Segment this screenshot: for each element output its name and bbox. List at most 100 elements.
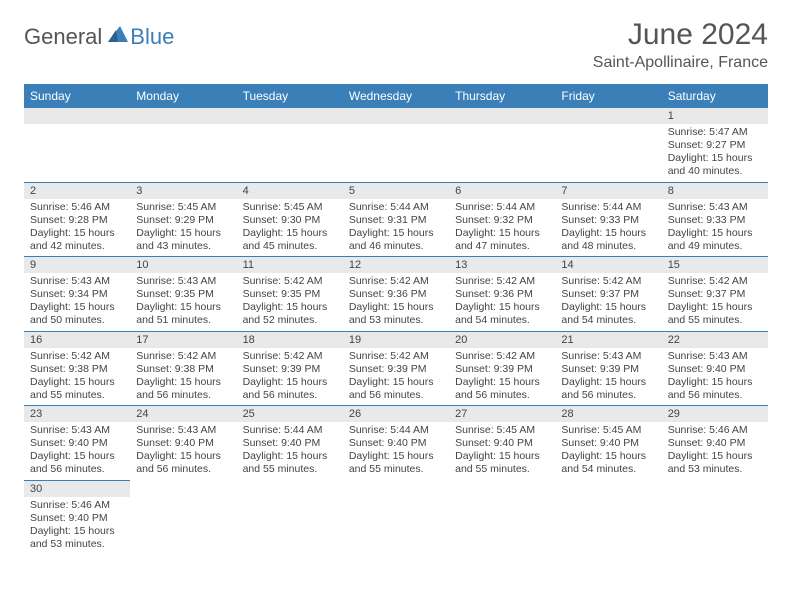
sunrise-text: Sunrise: 5:47 AM: [668, 126, 762, 139]
daylight-text: Daylight: 15 hours and 56 minutes.: [455, 376, 549, 402]
daybody-row: Sunrise: 5:47 AMSunset: 9:27 PMDaylight:…: [24, 124, 768, 182]
sunset-text: Sunset: 9:33 PM: [668, 214, 762, 227]
day-number-cell: 6: [449, 182, 555, 199]
day-body-cell: Sunrise: 5:43 AMSunset: 9:33 PMDaylight:…: [662, 199, 768, 257]
day-number-cell: 30: [24, 480, 130, 497]
sunset-text: Sunset: 9:36 PM: [455, 288, 549, 301]
sunrise-text: Sunrise: 5:42 AM: [30, 350, 124, 363]
day-number-cell: [237, 480, 343, 497]
day-body-cell: [449, 124, 555, 182]
sunset-text: Sunset: 9:39 PM: [243, 363, 337, 376]
day-number-cell: 12: [343, 257, 449, 274]
daylight-text: Daylight: 15 hours and 45 minutes.: [243, 227, 337, 253]
sunset-text: Sunset: 9:36 PM: [349, 288, 443, 301]
day-body-cell: Sunrise: 5:44 AMSunset: 9:40 PMDaylight:…: [343, 422, 449, 480]
daylight-text: Daylight: 15 hours and 54 minutes.: [561, 301, 655, 327]
day-number-cell: 14: [555, 257, 661, 274]
sunrise-text: Sunrise: 5:43 AM: [30, 424, 124, 437]
day-header: Sunday: [24, 84, 130, 108]
day-body-cell: Sunrise: 5:42 AMSunset: 9:36 PMDaylight:…: [449, 273, 555, 331]
day-body-cell: Sunrise: 5:43 AMSunset: 9:40 PMDaylight:…: [24, 422, 130, 480]
day-body-cell: [555, 497, 661, 555]
day-body-cell: Sunrise: 5:43 AMSunset: 9:40 PMDaylight:…: [130, 422, 236, 480]
sunrise-text: Sunrise: 5:43 AM: [136, 424, 230, 437]
sunset-text: Sunset: 9:40 PM: [668, 363, 762, 376]
day-number-cell: 5: [343, 182, 449, 199]
sunrise-text: Sunrise: 5:43 AM: [30, 275, 124, 288]
sunset-text: Sunset: 9:29 PM: [136, 214, 230, 227]
day-number-cell: 16: [24, 331, 130, 348]
day-number-cell: 11: [237, 257, 343, 274]
location: Saint-Apollinaire, France: [593, 54, 768, 72]
day-body-cell: Sunrise: 5:44 AMSunset: 9:32 PMDaylight:…: [449, 199, 555, 257]
day-number-cell: [449, 108, 555, 124]
day-number-cell: 23: [24, 406, 130, 423]
day-number-cell: 13: [449, 257, 555, 274]
day-body-cell: Sunrise: 5:44 AMSunset: 9:31 PMDaylight:…: [343, 199, 449, 257]
daynum-row: 30: [24, 480, 768, 497]
day-body-cell: Sunrise: 5:46 AMSunset: 9:40 PMDaylight:…: [24, 497, 130, 555]
sunset-text: Sunset: 9:40 PM: [30, 437, 124, 450]
daylight-text: Daylight: 15 hours and 55 minutes.: [349, 450, 443, 476]
day-header: Friday: [555, 84, 661, 108]
daylight-text: Daylight: 15 hours and 56 minutes.: [30, 450, 124, 476]
day-body-cell: Sunrise: 5:46 AMSunset: 9:28 PMDaylight:…: [24, 199, 130, 257]
day-number-cell: 10: [130, 257, 236, 274]
sunrise-text: Sunrise: 5:44 AM: [561, 201, 655, 214]
sunset-text: Sunset: 9:35 PM: [243, 288, 337, 301]
day-body-cell: Sunrise: 5:46 AMSunset: 9:40 PMDaylight:…: [662, 422, 768, 480]
logo-text-general: General: [24, 24, 102, 50]
day-body-cell: Sunrise: 5:42 AMSunset: 9:38 PMDaylight:…: [130, 348, 236, 406]
logo-text-blue: Blue: [130, 24, 174, 50]
day-body-cell: Sunrise: 5:43 AMSunset: 9:35 PMDaylight:…: [130, 273, 236, 331]
daylight-text: Daylight: 15 hours and 56 minutes.: [136, 376, 230, 402]
sunrise-text: Sunrise: 5:44 AM: [349, 201, 443, 214]
day-body-cell: Sunrise: 5:45 AMSunset: 9:30 PMDaylight:…: [237, 199, 343, 257]
daybody-row: Sunrise: 5:43 AMSunset: 9:34 PMDaylight:…: [24, 273, 768, 331]
day-body-cell: [449, 497, 555, 555]
sunset-text: Sunset: 9:39 PM: [455, 363, 549, 376]
sunset-text: Sunset: 9:35 PM: [136, 288, 230, 301]
daylight-text: Daylight: 15 hours and 52 minutes.: [243, 301, 337, 327]
day-number-cell: 22: [662, 331, 768, 348]
daylight-text: Daylight: 15 hours and 42 minutes.: [30, 227, 124, 253]
daybody-row: Sunrise: 5:43 AMSunset: 9:40 PMDaylight:…: [24, 422, 768, 480]
daylight-text: Daylight: 15 hours and 40 minutes.: [668, 152, 762, 178]
day-body-cell: Sunrise: 5:42 AMSunset: 9:38 PMDaylight:…: [24, 348, 130, 406]
day-header: Monday: [130, 84, 236, 108]
sunrise-text: Sunrise: 5:42 AM: [455, 275, 549, 288]
sunrise-text: Sunrise: 5:42 AM: [243, 275, 337, 288]
sunset-text: Sunset: 9:40 PM: [668, 437, 762, 450]
day-number-cell: 8: [662, 182, 768, 199]
sunrise-text: Sunrise: 5:44 AM: [455, 201, 549, 214]
sunrise-text: Sunrise: 5:45 AM: [455, 424, 549, 437]
day-body-cell: Sunrise: 5:43 AMSunset: 9:39 PMDaylight:…: [555, 348, 661, 406]
sunrise-text: Sunrise: 5:43 AM: [561, 350, 655, 363]
day-body-cell: Sunrise: 5:47 AMSunset: 9:27 PMDaylight:…: [662, 124, 768, 182]
day-body-cell: [237, 124, 343, 182]
daylight-text: Daylight: 15 hours and 50 minutes.: [30, 301, 124, 327]
day-body-cell: Sunrise: 5:45 AMSunset: 9:29 PMDaylight:…: [130, 199, 236, 257]
month-title: June 2024: [593, 18, 768, 52]
sunrise-text: Sunrise: 5:43 AM: [668, 350, 762, 363]
sunrise-text: Sunrise: 5:42 AM: [349, 275, 443, 288]
day-number-cell: [130, 108, 236, 124]
sunset-text: Sunset: 9:40 PM: [349, 437, 443, 450]
sunrise-text: Sunrise: 5:42 AM: [243, 350, 337, 363]
day-body-cell: Sunrise: 5:44 AMSunset: 9:40 PMDaylight:…: [237, 422, 343, 480]
day-number-cell: 17: [130, 331, 236, 348]
daynum-row: 9101112131415: [24, 257, 768, 274]
day-number-cell: [662, 480, 768, 497]
day-body-cell: Sunrise: 5:43 AMSunset: 9:34 PMDaylight:…: [24, 273, 130, 331]
sunset-text: Sunset: 9:39 PM: [349, 363, 443, 376]
sunset-text: Sunset: 9:37 PM: [668, 288, 762, 301]
day-body-cell: Sunrise: 5:42 AMSunset: 9:35 PMDaylight:…: [237, 273, 343, 331]
sunrise-text: Sunrise: 5:46 AM: [30, 499, 124, 512]
day-number-cell: [555, 480, 661, 497]
sunrise-text: Sunrise: 5:42 AM: [136, 350, 230, 363]
day-body-cell: [343, 497, 449, 555]
sunrise-text: Sunrise: 5:44 AM: [243, 424, 337, 437]
day-header: Thursday: [449, 84, 555, 108]
sunrise-text: Sunrise: 5:45 AM: [136, 201, 230, 214]
day-number-cell: [343, 480, 449, 497]
